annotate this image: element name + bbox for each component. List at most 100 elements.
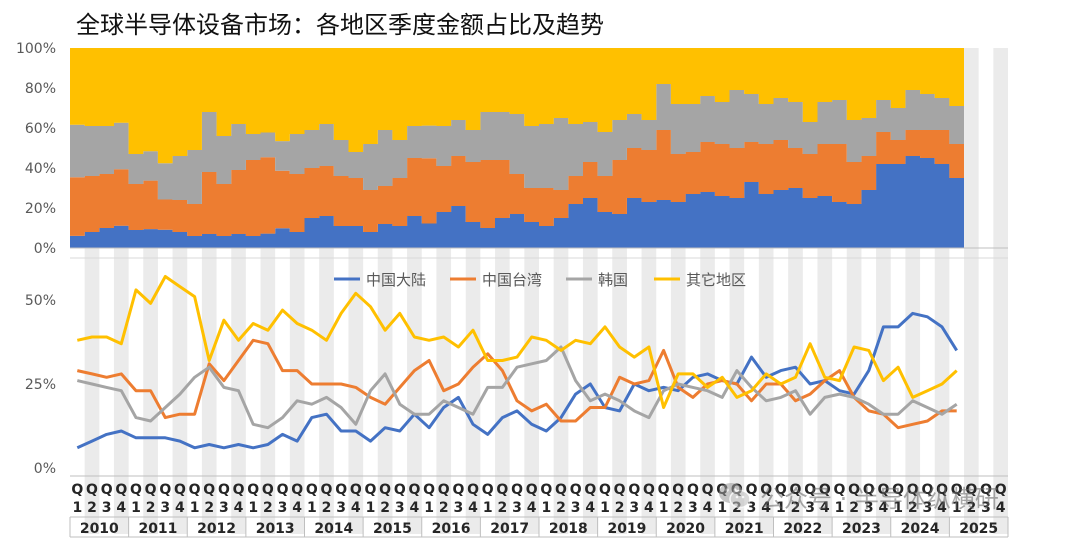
quarter-prefix-label: Q <box>394 482 406 498</box>
quarter-prefix-label: Q <box>980 482 992 498</box>
bottom-y-tick-label: 25% <box>25 377 56 393</box>
quarter-number-label: 1 <box>893 500 903 516</box>
legend-label-taiwan: 中国台湾 <box>482 271 542 289</box>
quarter-number-label: 1 <box>131 500 141 516</box>
legend-label-korea: 韩国 <box>598 271 628 289</box>
area-other <box>70 48 964 164</box>
quarter-prefix-label: Q <box>746 482 758 498</box>
line-chart <box>76 275 958 450</box>
quarter-number-label: 1 <box>659 500 669 516</box>
year-label: 2024 <box>901 521 940 537</box>
quarter-number-label: 3 <box>512 500 522 516</box>
legend-label-china: 中国大陆 <box>366 271 426 289</box>
quarter-prefix-label: Q <box>936 482 948 498</box>
quarter-prefix-label: Q <box>130 482 142 498</box>
top-y-tick-label: 100% <box>16 41 56 57</box>
quarter-number-label: 2 <box>966 500 976 516</box>
quarter-prefix-label: Q <box>995 482 1007 498</box>
quarter-number-label: 2 <box>497 500 507 516</box>
quarter-number-label: 2 <box>908 500 918 516</box>
quarter-number-label: 2 <box>380 500 390 516</box>
quarter-number-label: 4 <box>116 500 126 516</box>
quarter-number-label: 2 <box>204 500 214 516</box>
quarter-prefix-label: Q <box>423 482 435 498</box>
quarter-number-label: 4 <box>937 500 947 516</box>
quarter-prefix-label: Q <box>848 482 860 498</box>
top-y-tick-label: 20% <box>25 201 56 217</box>
quarter-prefix-label: Q <box>555 482 567 498</box>
quarter-number-label: 2 <box>791 500 801 516</box>
area-taiwan <box>70 130 964 236</box>
year-label: 2012 <box>197 521 236 537</box>
year-label: 2015 <box>373 521 412 537</box>
year-label: 2010 <box>80 521 119 537</box>
quarter-number-label: 4 <box>879 500 889 516</box>
area-korea <box>70 84 964 204</box>
quarter-prefix-label: Q <box>452 482 464 498</box>
top-y-tick-label: 40% <box>25 161 56 177</box>
quarter-prefix-label: Q <box>790 482 802 498</box>
quarter-number-label: 1 <box>600 500 610 516</box>
stacked-area-chart <box>70 48 964 248</box>
quarter-prefix-label: Q <box>804 482 816 498</box>
quarter-number-label: 2 <box>87 500 97 516</box>
quarter-number-label: 3 <box>336 500 346 516</box>
top-y-tick-label: 80% <box>25 81 56 97</box>
quarter-prefix-label: Q <box>189 482 201 498</box>
quarter-number-label: 1 <box>366 500 376 516</box>
quarter-number-label: 3 <box>864 500 874 516</box>
bottom-y-tick-label: 50% <box>25 293 56 309</box>
quarter-prefix-label: Q <box>819 482 831 498</box>
quarter-prefix-label: Q <box>321 482 333 498</box>
quarter-prefix-label: Q <box>291 482 303 498</box>
quarter-number-label: 4 <box>527 500 537 516</box>
quarter-prefix-label: Q <box>834 482 846 498</box>
quarter-prefix-label: Q <box>511 482 523 498</box>
quarter-stripe <box>993 48 1008 534</box>
quarter-prefix-label: Q <box>614 482 626 498</box>
quarter-prefix-label: Q <box>892 482 904 498</box>
quarter-prefix-label: Q <box>702 482 714 498</box>
quarter-prefix-label: Q <box>643 482 655 498</box>
quarter-prefix-label: Q <box>965 482 977 498</box>
quarter-prefix-label: Q <box>570 482 582 498</box>
quarter-prefix-label: Q <box>716 482 728 498</box>
quarter-number-label: 4 <box>292 500 302 516</box>
chart-title: 全球半导体设备市场：各地区季度金额占比及趋势 <box>76 11 604 39</box>
quarter-prefix-label: Q <box>101 482 113 498</box>
quarter-prefix-label: Q <box>599 482 611 498</box>
quarter-prefix-label: Q <box>247 482 259 498</box>
quarter-number-label: 3 <box>571 500 581 516</box>
quarter-prefix-label: Q <box>365 482 377 498</box>
year-label: 2013 <box>256 521 295 537</box>
quarter-prefix-label: Q <box>145 482 157 498</box>
quarter-prefix-label: Q <box>408 482 420 498</box>
quarter-prefix-label: Q <box>921 482 933 498</box>
quarter-prefix-label: Q <box>863 482 875 498</box>
line-china <box>76 311 958 450</box>
quarter-number-label: 4 <box>703 500 713 516</box>
quarter-prefix-label: Q <box>482 482 494 498</box>
quarter-number-label: 4 <box>468 500 478 516</box>
year-label: 2020 <box>666 521 705 537</box>
year-label: 2018 <box>549 521 588 537</box>
year-label: 2016 <box>432 521 471 537</box>
quarter-number-label: 4 <box>585 500 595 516</box>
quarter-number-label: 1 <box>248 500 258 516</box>
quarter-number-label: 4 <box>761 500 771 516</box>
year-label: 2025 <box>959 521 998 537</box>
quarter-number-label: 1 <box>835 500 845 516</box>
quarter-prefix-label: Q <box>115 482 127 498</box>
quarter-number-label: 4 <box>820 500 830 516</box>
quarter-prefix-label: Q <box>203 482 215 498</box>
quarter-number-label: 2 <box>615 500 625 516</box>
quarter-number-label: 3 <box>805 500 815 516</box>
quarter-number-label: 2 <box>322 500 332 516</box>
legend: 中国大陆 中国台湾 韩国 其它地区 <box>334 271 746 289</box>
quarter-prefix-label: Q <box>584 482 596 498</box>
quarter-prefix-label: Q <box>687 482 699 498</box>
line-korea <box>76 345 958 430</box>
quarter-number-label: 4 <box>410 500 420 516</box>
year-label: 2023 <box>842 521 881 537</box>
